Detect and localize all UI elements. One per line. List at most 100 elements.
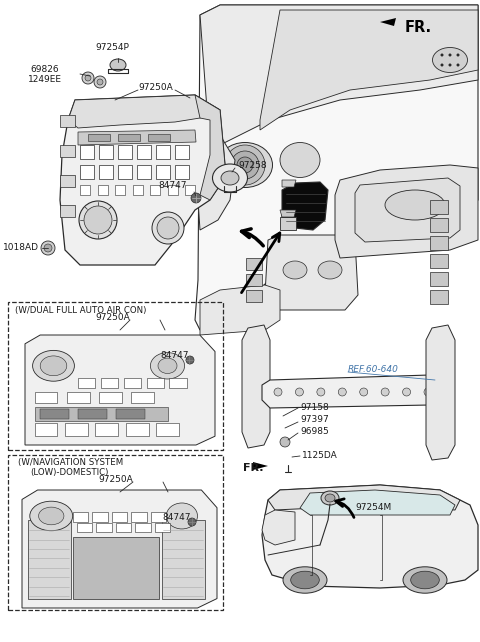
Polygon shape xyxy=(175,145,189,159)
Polygon shape xyxy=(262,485,478,588)
Polygon shape xyxy=(137,145,151,159)
Polygon shape xyxy=(280,210,296,217)
Ellipse shape xyxy=(38,507,64,525)
Ellipse shape xyxy=(221,171,239,185)
Polygon shape xyxy=(246,290,262,302)
Circle shape xyxy=(456,53,459,56)
Circle shape xyxy=(97,79,103,85)
Ellipse shape xyxy=(321,491,339,505)
Polygon shape xyxy=(118,145,132,159)
Polygon shape xyxy=(132,392,154,403)
Polygon shape xyxy=(40,409,69,419)
Polygon shape xyxy=(99,165,113,179)
Polygon shape xyxy=(131,512,147,522)
Circle shape xyxy=(186,356,194,364)
Polygon shape xyxy=(268,485,460,510)
Polygon shape xyxy=(200,5,478,150)
Circle shape xyxy=(448,53,452,56)
Ellipse shape xyxy=(291,571,319,589)
Ellipse shape xyxy=(79,201,117,239)
Polygon shape xyxy=(146,378,164,388)
Polygon shape xyxy=(148,134,170,141)
Polygon shape xyxy=(280,217,296,230)
Polygon shape xyxy=(355,178,460,242)
Polygon shape xyxy=(92,512,108,522)
Polygon shape xyxy=(126,423,148,436)
Text: 84747: 84747 xyxy=(160,351,189,360)
Circle shape xyxy=(448,64,452,67)
Ellipse shape xyxy=(33,351,74,381)
Polygon shape xyxy=(430,254,448,268)
Polygon shape xyxy=(35,423,57,436)
Text: 1125DA: 1125DA xyxy=(302,451,338,460)
Ellipse shape xyxy=(110,59,126,71)
Ellipse shape xyxy=(158,358,177,374)
Text: 97250A: 97250A xyxy=(138,83,173,92)
Circle shape xyxy=(280,437,290,447)
Circle shape xyxy=(237,157,253,173)
Polygon shape xyxy=(246,258,262,270)
Polygon shape xyxy=(156,423,179,436)
Polygon shape xyxy=(60,95,225,265)
Text: 97397: 97397 xyxy=(300,415,329,424)
Polygon shape xyxy=(124,378,141,388)
Polygon shape xyxy=(168,185,178,195)
Polygon shape xyxy=(430,200,448,214)
Polygon shape xyxy=(156,145,170,159)
Polygon shape xyxy=(97,185,108,195)
Circle shape xyxy=(381,388,389,396)
Polygon shape xyxy=(155,523,170,532)
Polygon shape xyxy=(380,18,396,26)
Circle shape xyxy=(338,388,346,396)
Polygon shape xyxy=(162,519,205,598)
Circle shape xyxy=(225,145,265,185)
Ellipse shape xyxy=(411,571,439,589)
Ellipse shape xyxy=(217,143,273,187)
Polygon shape xyxy=(99,145,113,159)
Polygon shape xyxy=(60,115,75,127)
Polygon shape xyxy=(282,182,328,230)
Circle shape xyxy=(231,151,259,179)
Circle shape xyxy=(44,244,52,252)
Polygon shape xyxy=(175,165,189,179)
Polygon shape xyxy=(118,165,132,179)
Polygon shape xyxy=(195,5,478,330)
Text: 84747: 84747 xyxy=(158,182,187,191)
Polygon shape xyxy=(430,272,448,286)
Text: REF.60-640: REF.60-640 xyxy=(348,365,399,374)
Polygon shape xyxy=(242,325,270,448)
Ellipse shape xyxy=(283,567,327,593)
Text: 1249EE: 1249EE xyxy=(28,76,62,85)
Polygon shape xyxy=(262,510,295,545)
Ellipse shape xyxy=(318,261,342,279)
Ellipse shape xyxy=(213,164,248,192)
Circle shape xyxy=(403,388,410,396)
Polygon shape xyxy=(200,285,280,335)
Text: 97250A: 97250A xyxy=(95,313,130,322)
Polygon shape xyxy=(99,392,122,403)
Ellipse shape xyxy=(84,206,112,234)
Ellipse shape xyxy=(166,503,197,529)
Polygon shape xyxy=(78,130,196,145)
Polygon shape xyxy=(260,10,478,130)
Polygon shape xyxy=(430,236,448,250)
Ellipse shape xyxy=(40,356,67,376)
Ellipse shape xyxy=(283,261,307,279)
Circle shape xyxy=(360,388,368,396)
Ellipse shape xyxy=(325,494,335,502)
Polygon shape xyxy=(135,523,151,532)
Polygon shape xyxy=(78,378,96,388)
Circle shape xyxy=(456,64,459,67)
Circle shape xyxy=(317,388,325,396)
Polygon shape xyxy=(115,185,125,195)
Polygon shape xyxy=(169,378,187,388)
Polygon shape xyxy=(198,135,235,230)
Polygon shape xyxy=(262,375,440,408)
Polygon shape xyxy=(80,185,90,195)
Polygon shape xyxy=(67,392,90,403)
Text: 96985: 96985 xyxy=(300,428,329,437)
Ellipse shape xyxy=(157,217,179,239)
Ellipse shape xyxy=(30,501,72,531)
Polygon shape xyxy=(137,165,151,179)
Polygon shape xyxy=(65,423,88,436)
